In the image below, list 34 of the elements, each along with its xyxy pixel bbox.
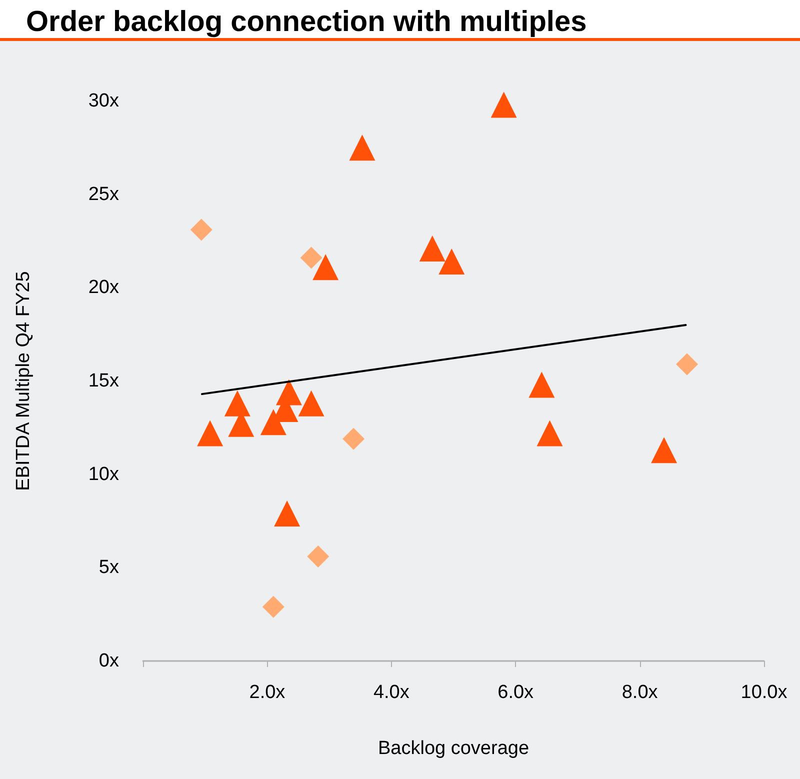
point	[342, 428, 365, 450]
point	[274, 500, 300, 527]
x-tick-label: 8.0x	[622, 682, 658, 703]
point	[312, 254, 339, 280]
x-tick-label: 4.0x	[373, 682, 410, 703]
point	[528, 372, 555, 398]
point	[490, 92, 517, 118]
point	[438, 248, 465, 275]
y-tick-label: 30x	[88, 90, 120, 112]
y-tick-label: 0x	[98, 650, 120, 672]
x-tick-label: 2.0x	[249, 682, 286, 703]
point	[307, 545, 330, 568]
point	[536, 420, 563, 446]
point	[300, 246, 322, 269]
point	[190, 218, 212, 241]
y-tick-label: 5x	[98, 557, 120, 578]
point	[349, 134, 376, 161]
point	[224, 390, 250, 416]
point	[298, 390, 324, 416]
x-axis-title: Backlog coverage	[378, 738, 530, 759]
point	[676, 353, 698, 376]
x-tick-label: 10.0x	[740, 682, 788, 703]
y-tick-label: 15x	[88, 370, 120, 392]
y-tick-label: 25x	[88, 184, 120, 205]
chart-title: Order backlog connection with multiples	[26, 6, 587, 39]
y-tick-label: 20x	[88, 277, 120, 298]
point	[197, 420, 224, 446]
point	[262, 596, 284, 618]
point	[651, 437, 678, 464]
point	[260, 409, 286, 436]
y-axis-title: EBITDA Multiple Q4 FY25	[13, 271, 34, 491]
y-tick-label: 10x	[88, 464, 120, 485]
x-tick-label: 6.0x	[498, 682, 534, 703]
point	[419, 235, 446, 262]
